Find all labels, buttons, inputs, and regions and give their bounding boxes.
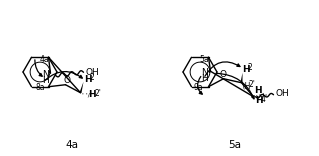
Text: H: H xyxy=(201,74,208,83)
Text: N: N xyxy=(201,68,208,77)
Text: ': ' xyxy=(264,94,267,103)
Text: 4a: 4a xyxy=(40,55,49,64)
Text: 4: 4 xyxy=(261,95,265,104)
Text: H: H xyxy=(85,75,92,84)
Text: 2': 2' xyxy=(249,80,256,89)
Text: H: H xyxy=(88,90,96,99)
Text: 9a: 9a xyxy=(194,83,203,92)
Text: H: H xyxy=(255,86,262,95)
Text: 8a: 8a xyxy=(36,83,45,92)
Text: \H: \H xyxy=(242,81,251,90)
Text: 5a: 5a xyxy=(200,55,209,64)
Polygon shape xyxy=(241,73,242,83)
Text: ' '/: ' '/ xyxy=(83,92,90,97)
Text: 2': 2' xyxy=(94,89,101,98)
Polygon shape xyxy=(79,82,84,93)
Text: OH: OH xyxy=(276,89,289,98)
Text: O: O xyxy=(64,76,71,85)
Text: 5a: 5a xyxy=(228,140,241,150)
Text: 4a: 4a xyxy=(65,140,78,150)
Text: 2: 2 xyxy=(248,63,252,72)
Text: H: H xyxy=(242,65,250,74)
Text: H: H xyxy=(42,76,49,85)
Text: OH: OH xyxy=(85,68,99,77)
Text: H: H xyxy=(256,96,263,105)
Text: O: O xyxy=(220,70,227,79)
Text: N: N xyxy=(42,70,49,79)
Text: 2: 2 xyxy=(90,73,94,82)
